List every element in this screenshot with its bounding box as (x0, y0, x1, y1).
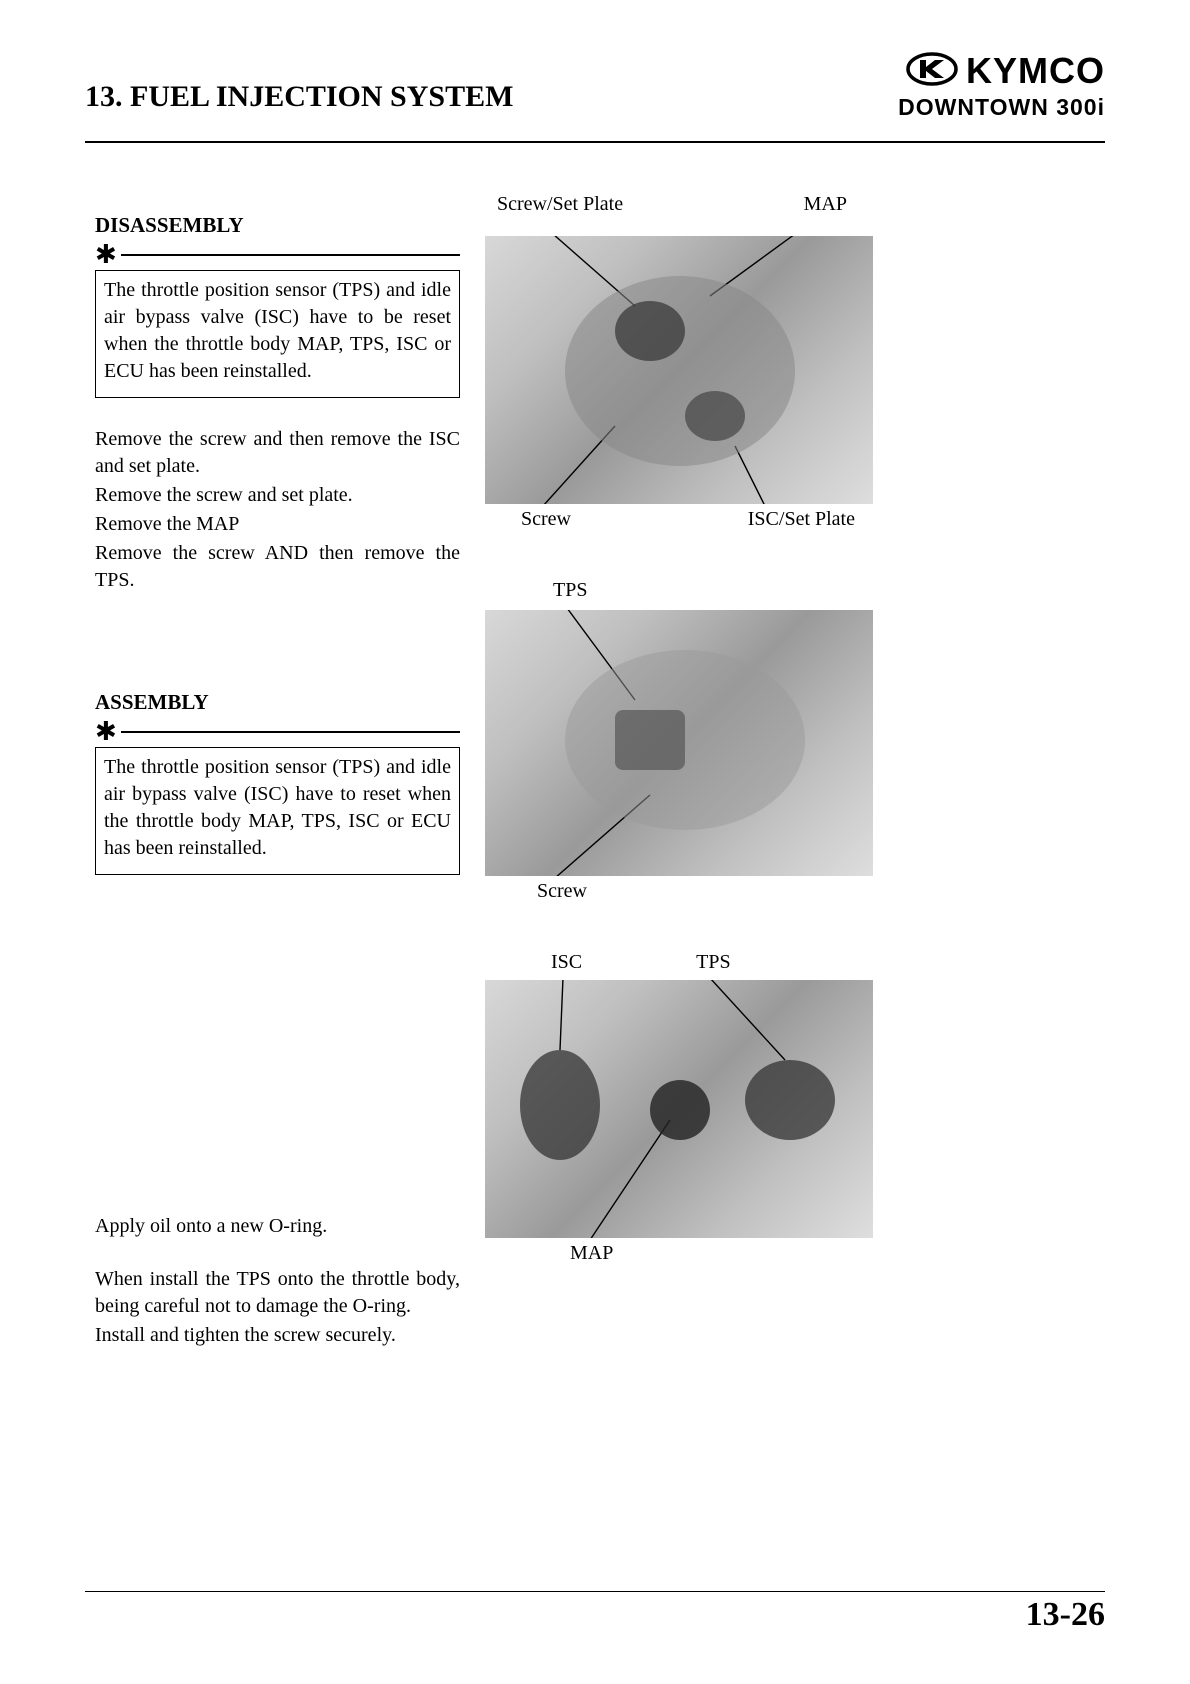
label-isc-set-plate: ISC/Set Plate (748, 508, 855, 531)
model-name: DOWNTOWN 300i (898, 94, 1105, 121)
label-tps-3: TPS (696, 951, 730, 974)
label-isc: ISC (551, 951, 582, 974)
divider-line (121, 254, 460, 256)
left-column: DISASSEMBLY ✱ The throttle position sens… (95, 193, 460, 1351)
disassembly-step-1: Remove the screw and then remove the ISC… (95, 426, 460, 480)
page-header: 13. FUEL INJECTION SYSTEM KYMCO DOWNTOWN… (85, 50, 1105, 143)
figure-1-throttle-body (485, 236, 873, 504)
figure-2-throttle-body-tps (485, 610, 873, 876)
label-screw-set-plate: Screw/Set Plate (497, 193, 623, 216)
disassembly-step-2: Remove the screw and set plate. (95, 482, 460, 509)
chapter-title: 13. FUEL INJECTION SYSTEM (85, 80, 513, 114)
install-step-2: When install the TPS onto the throttle b… (95, 1266, 460, 1320)
label-screw: Screw (521, 508, 571, 531)
install-block: Apply oil onto a new O-ring. When instal… (95, 1213, 460, 1349)
brand-name: KYMCO (966, 50, 1105, 92)
label-map: MAP (804, 193, 847, 216)
asterisk-divider: ✱ (95, 240, 460, 270)
asterisk-divider-2: ✱ (95, 717, 460, 747)
assembly-caution-box: The throttle position sensor (TPS) and i… (95, 747, 460, 875)
figure-3-top-labels: ISC TPS (485, 951, 875, 974)
disassembly-caution-box: The throttle position sensor (TPS) and i… (95, 270, 460, 398)
assembly-block: ASSEMBLY ✱ The throttle position sensor … (95, 690, 460, 875)
figure-3-block: ISC TPS MAP (485, 951, 875, 1265)
asterisk-icon: ✱ (95, 717, 117, 747)
page-number: 13-26 (1026, 1596, 1105, 1633)
divider-line (121, 731, 460, 733)
disassembly-step-3: Remove the MAP (95, 511, 460, 538)
right-column: Screw/Set Plate MAP Screw ISC/Set Plate (485, 193, 875, 1351)
page-footer: 13-26 (85, 1591, 1105, 1634)
assembly-heading: ASSEMBLY (95, 690, 460, 715)
label-screw-2: Screw (537, 880, 875, 903)
install-step-1: Apply oil onto a new O-ring. (95, 1213, 460, 1240)
figure-1-bottom-labels: Screw ISC/Set Plate (485, 508, 875, 531)
figure-3-components (485, 980, 873, 1238)
figure-1-block: Screw/Set Plate MAP Screw ISC/Set Plate (485, 193, 875, 531)
disassembly-block: DISASSEMBLY ✱ The throttle position sens… (95, 213, 460, 594)
disassembly-step-4: Remove the screw AND then remove the TPS… (95, 540, 460, 594)
kymco-logo-icon (906, 52, 958, 91)
figure-2-block: TPS Screw (485, 579, 875, 903)
content-grid: DISASSEMBLY ✱ The throttle position sens… (95, 193, 1105, 1351)
label-tps: TPS (553, 579, 875, 602)
install-step-3: Install and tighten the screw securely. (95, 1322, 460, 1349)
figure-1-top-labels: Screw/Set Plate MAP (485, 193, 875, 216)
brand-block: KYMCO DOWNTOWN 300i (898, 50, 1105, 121)
label-map-3: MAP (570, 1242, 875, 1265)
asterisk-icon: ✱ (95, 240, 117, 270)
disassembly-heading: DISASSEMBLY (95, 213, 460, 238)
